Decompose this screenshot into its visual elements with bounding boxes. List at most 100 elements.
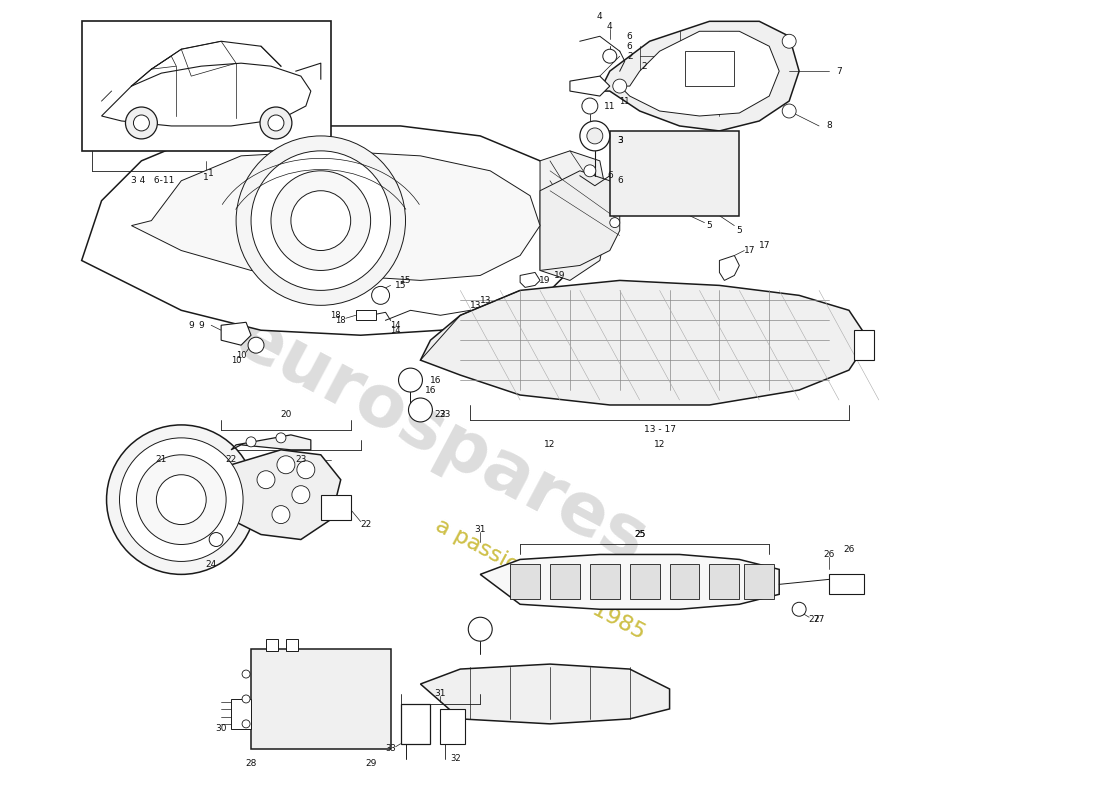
Polygon shape <box>420 664 670 724</box>
Text: 6: 6 <box>627 32 632 41</box>
Polygon shape <box>420 281 869 405</box>
Polygon shape <box>745 565 774 599</box>
Text: 5: 5 <box>706 221 713 230</box>
FancyBboxPatch shape <box>81 22 331 151</box>
Text: 18: 18 <box>330 310 341 320</box>
Text: 22: 22 <box>360 520 372 529</box>
Circle shape <box>399 369 421 391</box>
Text: 27: 27 <box>808 614 820 624</box>
Text: eurospares: eurospares <box>222 302 658 578</box>
Circle shape <box>469 618 492 641</box>
Circle shape <box>292 486 310 504</box>
Circle shape <box>246 437 256 447</box>
Text: 3: 3 <box>617 137 623 146</box>
FancyBboxPatch shape <box>355 310 375 320</box>
FancyBboxPatch shape <box>684 51 735 86</box>
Text: 29: 29 <box>365 759 376 768</box>
Text: 33: 33 <box>385 744 396 754</box>
Text: 2: 2 <box>642 62 648 70</box>
FancyBboxPatch shape <box>266 639 278 651</box>
Text: 30: 30 <box>216 724 227 734</box>
Text: eurospares: eurospares <box>222 302 658 578</box>
Text: 10: 10 <box>235 350 246 360</box>
Text: 31: 31 <box>434 690 447 698</box>
Text: 20: 20 <box>280 410 292 419</box>
Text: 28: 28 <box>245 759 256 768</box>
Polygon shape <box>629 565 660 599</box>
Polygon shape <box>481 554 779 610</box>
Text: 26: 26 <box>823 550 835 559</box>
Circle shape <box>580 121 609 151</box>
Circle shape <box>613 79 627 93</box>
Circle shape <box>125 107 157 139</box>
Polygon shape <box>670 565 700 599</box>
Polygon shape <box>619 31 779 116</box>
FancyBboxPatch shape <box>400 704 430 744</box>
Circle shape <box>242 695 250 703</box>
Polygon shape <box>590 565 619 599</box>
Text: 6: 6 <box>607 171 613 180</box>
Text: 13: 13 <box>470 301 481 310</box>
Text: 5: 5 <box>737 226 742 235</box>
Polygon shape <box>231 450 341 539</box>
Circle shape <box>209 533 223 546</box>
Circle shape <box>587 128 603 144</box>
Text: 11: 11 <box>604 102 616 110</box>
Text: 8: 8 <box>826 122 832 130</box>
Text: 31: 31 <box>474 525 486 534</box>
Circle shape <box>290 190 351 250</box>
Circle shape <box>603 50 617 63</box>
Circle shape <box>120 438 243 562</box>
Text: 27: 27 <box>813 614 825 624</box>
Circle shape <box>133 115 150 131</box>
Text: 9: 9 <box>188 321 194 330</box>
Circle shape <box>297 461 315 478</box>
Polygon shape <box>321 494 351 519</box>
FancyBboxPatch shape <box>829 574 864 594</box>
Polygon shape <box>231 435 311 450</box>
Circle shape <box>260 107 292 139</box>
Text: 24: 24 <box>206 560 217 569</box>
Circle shape <box>268 115 284 131</box>
Text: 13: 13 <box>480 296 491 305</box>
Polygon shape <box>81 126 580 335</box>
Polygon shape <box>540 151 609 281</box>
Circle shape <box>408 398 432 422</box>
FancyBboxPatch shape <box>854 330 873 360</box>
Text: 19: 19 <box>554 271 565 280</box>
Polygon shape <box>600 22 799 131</box>
Circle shape <box>107 425 256 574</box>
Text: 25: 25 <box>634 530 646 539</box>
FancyBboxPatch shape <box>286 639 298 651</box>
Text: 25: 25 <box>634 530 646 539</box>
Polygon shape <box>550 565 580 599</box>
Circle shape <box>398 368 422 392</box>
Circle shape <box>271 170 371 270</box>
Text: 6: 6 <box>617 176 623 186</box>
Text: 1: 1 <box>208 170 214 178</box>
Text: 14: 14 <box>390 321 400 330</box>
Polygon shape <box>132 151 540 281</box>
Circle shape <box>156 474 206 525</box>
Text: 1: 1 <box>204 174 209 182</box>
Circle shape <box>584 165 596 177</box>
Circle shape <box>609 218 619 228</box>
Text: 15: 15 <box>399 276 411 285</box>
Text: 12: 12 <box>544 440 556 450</box>
Text: 18: 18 <box>336 316 346 325</box>
Circle shape <box>272 506 290 523</box>
Circle shape <box>792 602 806 616</box>
Text: 21: 21 <box>156 455 167 464</box>
Circle shape <box>582 98 597 114</box>
Text: a passion since 1985: a passion since 1985 <box>432 515 648 643</box>
Text: 13 - 17: 13 - 17 <box>644 426 675 434</box>
Polygon shape <box>719 255 739 281</box>
Text: 16: 16 <box>430 375 441 385</box>
Circle shape <box>136 455 227 545</box>
Text: 6: 6 <box>627 42 632 50</box>
Text: 9: 9 <box>198 321 205 330</box>
Circle shape <box>277 456 295 474</box>
Polygon shape <box>520 273 540 287</box>
Circle shape <box>257 470 275 489</box>
Polygon shape <box>231 699 251 729</box>
